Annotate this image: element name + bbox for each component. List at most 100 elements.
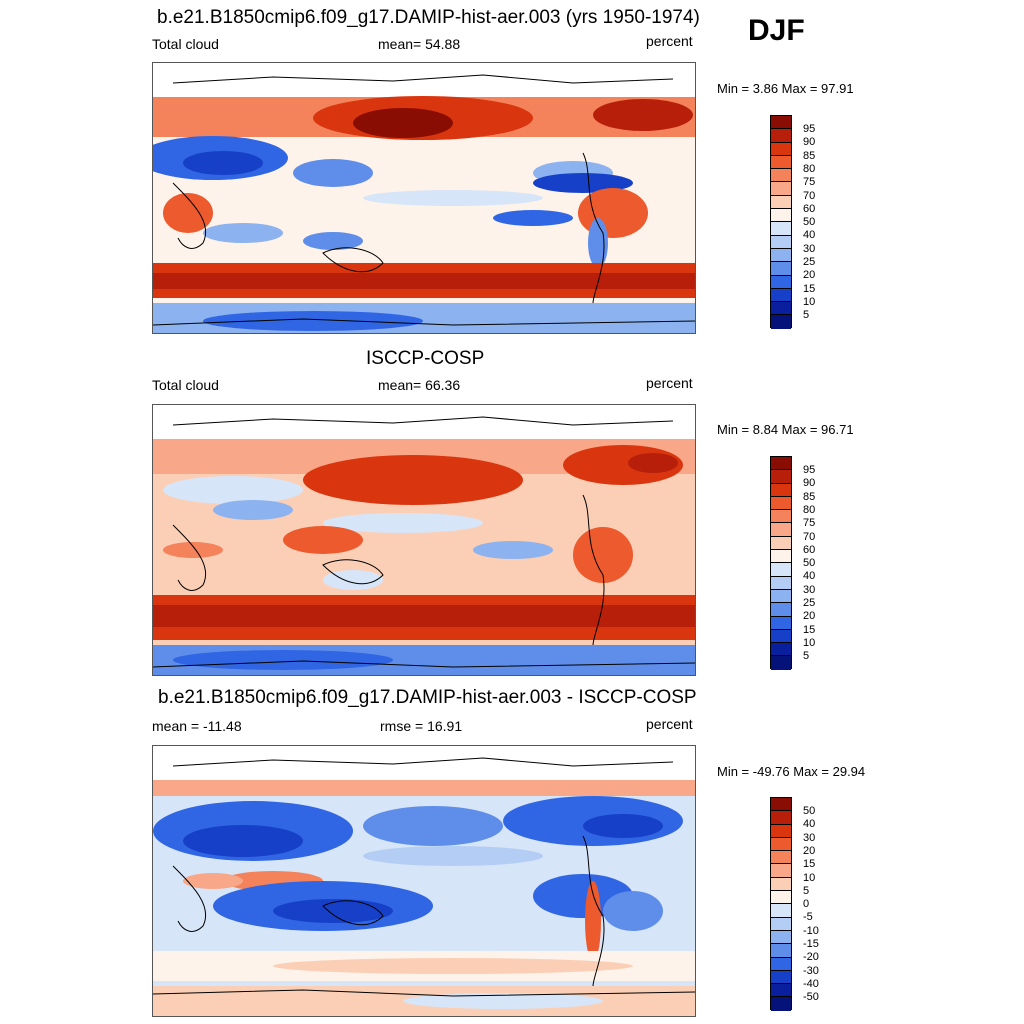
panel-3-minmax: Min = -49.76 Max = 29.94: [717, 764, 866, 779]
colorbar-label: 75: [803, 517, 816, 530]
colorbar-swatch: [771, 222, 791, 236]
colorbar-swatch: [771, 470, 791, 484]
colorbar-swatch: [771, 877, 791, 892]
colorbar-label: 80: [803, 162, 816, 175]
panel-2-minmax: Min = 8.84 Max = 96.71: [717, 422, 854, 437]
panel-3-colorbar: [770, 797, 792, 1011]
colorbar-label: 85: [803, 490, 816, 503]
colorbar-swatch: [771, 288, 791, 303]
colorbar-label: 50: [803, 216, 816, 229]
colorbar-swatch: [771, 142, 791, 156]
colorbar-label: 15: [803, 858, 816, 871]
colorbar-label: 10: [803, 295, 816, 308]
colorbar-swatch: [771, 129, 791, 143]
colorbar-label: 85: [803, 149, 816, 162]
colorbar-label: 5: [803, 650, 810, 663]
colorbar-swatch: [771, 155, 791, 170]
colorbar-label: 30: [803, 583, 816, 596]
panel-1-minmax: Min = 3.86 Max = 97.91: [717, 81, 854, 96]
colorbar-swatch: [771, 523, 791, 537]
colorbar-swatch: [771, 970, 791, 985]
colorbar-swatch: [771, 997, 791, 1011]
colorbar-label: -15: [803, 938, 819, 950]
colorbar-label: 0: [803, 898, 810, 911]
colorbar-label: 30: [803, 831, 816, 844]
colorbar-label: 70: [803, 189, 816, 202]
panel-3-rmse-label: rmse = 16.91: [380, 718, 463, 734]
colorbar-swatch: [771, 904, 791, 918]
colorbar-swatch: [771, 483, 791, 497]
panel-3-mean-label: mean = -11.48: [152, 718, 242, 734]
colorbar-label: 25: [803, 256, 816, 268]
colorbar-swatch: [771, 603, 791, 617]
colorbar-swatch: [771, 262, 791, 276]
colorbar-label: 50: [803, 805, 816, 817]
colorbar-swatch: [771, 195, 791, 210]
panel-3-map: [152, 745, 696, 1017]
colorbar-label: 80: [803, 503, 816, 516]
colorbar-label: 25: [803, 597, 816, 609]
colorbar-label: -10: [803, 924, 819, 937]
panel-3-units-label: percent: [646, 716, 693, 732]
panel-1-variable-label: Total cloud: [152, 36, 219, 52]
colorbar-swatch: [771, 616, 791, 630]
colorbar-label: 40: [803, 818, 816, 831]
panel-2-colorbar: [770, 456, 792, 670]
colorbar-swatch: [771, 576, 791, 590]
colorbar-swatch: [771, 851, 791, 865]
colorbar-label: 95: [803, 464, 816, 476]
colorbar-swatch: [771, 837, 791, 852]
colorbar-label: -50: [803, 991, 819, 1004]
colorbar-swatch: [771, 984, 791, 998]
colorbar-swatch: [771, 315, 791, 329]
panel-2-map: [152, 404, 696, 676]
colorbar-swatch: [771, 275, 791, 289]
colorbar-label: 70: [803, 530, 816, 543]
panel-2-title: ISCCP-COSP: [366, 348, 485, 369]
colorbar-swatch: [771, 550, 791, 564]
colorbar-swatch: [771, 811, 791, 825]
colorbar-label: -30: [803, 964, 819, 977]
season-label: DJF: [748, 14, 805, 47]
colorbar-swatch: [771, 957, 791, 971]
colorbar-swatch: [771, 302, 791, 316]
colorbar-label: -5: [803, 911, 813, 924]
colorbar-label: 50: [803, 557, 816, 570]
colorbar-label: 20: [803, 269, 816, 282]
colorbar-swatch: [771, 510, 791, 524]
colorbar-swatch: [771, 563, 791, 577]
panel-2-mean-label: mean= 66.36: [378, 377, 461, 393]
panel-2-variable-label: Total cloud: [152, 377, 219, 393]
colorbar-label: 40: [803, 229, 816, 242]
colorbar-swatch: [771, 656, 791, 670]
colorbar-swatch: [771, 182, 791, 196]
colorbar-swatch: [771, 169, 791, 183]
colorbar-swatch: [771, 944, 791, 958]
colorbar-label: -20: [803, 951, 819, 964]
colorbar-swatch: [771, 589, 791, 604]
panel-1-map: [152, 62, 696, 334]
colorbar-swatch: [771, 891, 791, 905]
panel-1-title: b.e21.B1850cmip6.f09_g17.DAMIP-hist-aer.…: [157, 7, 700, 28]
colorbar-label: 10: [803, 871, 816, 884]
colorbar-label: 30: [803, 242, 816, 255]
colorbar-swatch: [771, 536, 791, 551]
colorbar-label: 15: [803, 623, 816, 636]
colorbar-swatch: [771, 116, 791, 130]
colorbar-swatch: [771, 798, 791, 812]
colorbar-label: 40: [803, 570, 816, 583]
colorbar-swatch: [771, 864, 791, 878]
colorbar-label: 75: [803, 176, 816, 189]
colorbar-label: 90: [803, 477, 816, 490]
colorbar-label: 5: [803, 884, 810, 897]
colorbar-swatch: [771, 917, 791, 931]
colorbar-swatch: [771, 457, 791, 471]
colorbar-label: 20: [803, 844, 816, 857]
colorbar-label: 95: [803, 123, 816, 135]
panel-3-title: b.e21.B1850cmip6.f09_g17.DAMIP-hist-aer.…: [158, 687, 697, 708]
colorbar-label: 60: [803, 543, 816, 556]
panel-2-units-label: percent: [646, 375, 693, 391]
colorbar-swatch: [771, 209, 791, 223]
colorbar-swatch: [771, 629, 791, 644]
colorbar-label: 10: [803, 636, 816, 649]
